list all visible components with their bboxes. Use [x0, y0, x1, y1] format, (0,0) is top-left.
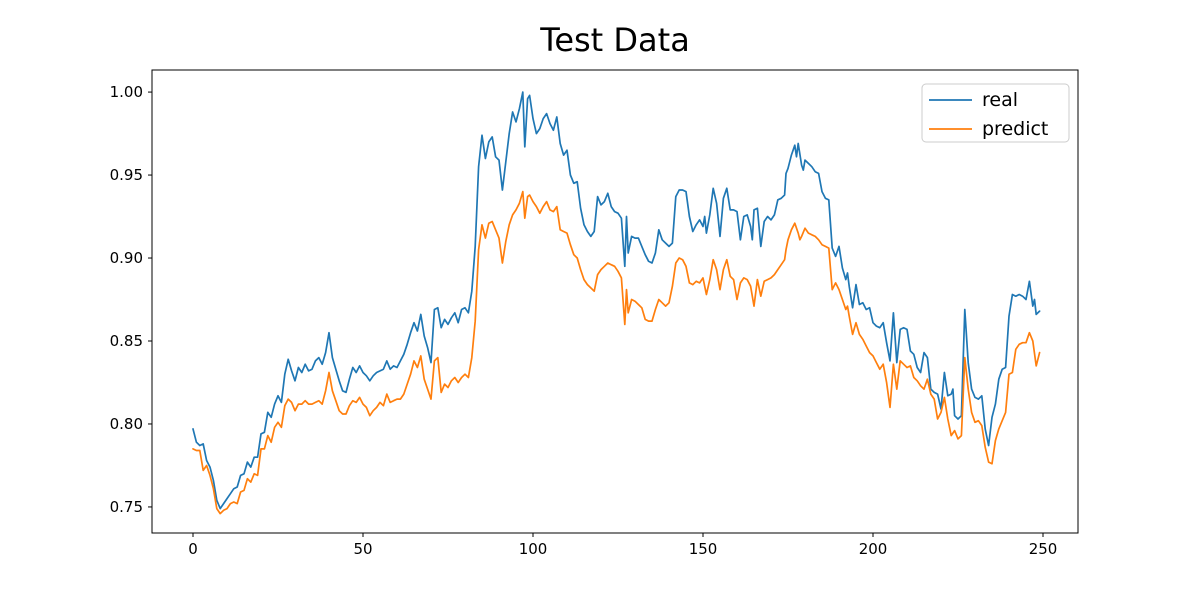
plot-frame	[151, 69, 1079, 534]
x-tick-label: 200	[859, 540, 888, 558]
y-tick-label: 0.85	[110, 332, 143, 350]
x-tick-label: 150	[689, 540, 718, 558]
x-tick-label: 250	[1029, 540, 1058, 558]
y-tick-label: 0.80	[110, 415, 143, 433]
legend-box	[921, 83, 1070, 143]
x-tick-label: 50	[353, 540, 372, 558]
y-tick-label: 0.95	[110, 166, 143, 184]
series-line-real	[192, 91, 1041, 510]
series-line-predict	[192, 190, 1041, 515]
chart-title: Test Data	[540, 21, 690, 59]
x-tick-label: 0	[188, 540, 198, 558]
x-tick-label: 100	[519, 540, 548, 558]
y-tick-label: 1.00	[110, 83, 143, 101]
legend-label-predict: predict	[982, 118, 1048, 140]
y-tick-label: 0.75	[110, 498, 143, 516]
legend-label-real: real	[982, 89, 1018, 111]
y-tick-label: 0.90	[110, 249, 143, 267]
